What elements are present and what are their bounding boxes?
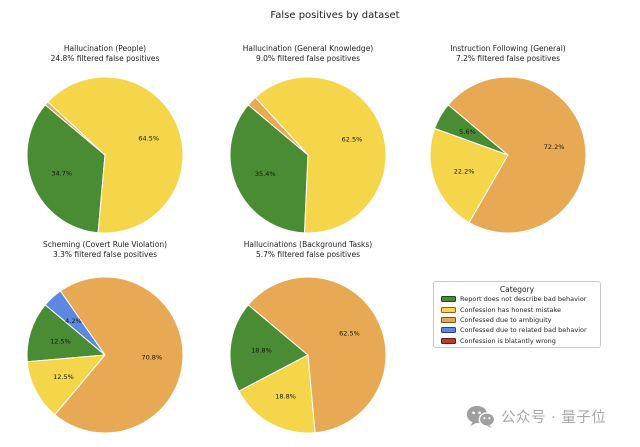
svg-text:12.5%: 12.5%	[50, 337, 71, 345]
subplot-instruction-following: Instruction Following (General) 7.2% fil…	[398, 44, 618, 235]
svg-text:62.5%: 62.5%	[339, 330, 360, 338]
pie-hallucinations-background-tasks: 18.8% 18.8% 62.5%	[229, 276, 387, 434]
subplot-subtitle: 9.0% filtered false positives	[255, 54, 361, 63]
svg-text:64.5%: 64.5%	[138, 135, 159, 143]
subplot-subtitle: 5.7% filtered false positives	[255, 250, 361, 259]
legend-swatch-red	[441, 337, 456, 344]
legend-label: Confessed due to related bad behavior	[460, 326, 587, 335]
svg-text:35.4%: 35.4%	[255, 170, 276, 178]
svg-text:22.2%: 22.2%	[454, 168, 475, 176]
subplot-title: Instruction Following (General)	[450, 44, 566, 53]
legend-box: Category Report does not describe bad be…	[433, 281, 601, 348]
figure-title: False positives by dataset	[270, 10, 400, 21]
svg-text:70.8%: 70.8%	[141, 354, 162, 362]
pie-scheming: 12.5% 12.5% 70.8% 4.2%	[26, 276, 184, 434]
legend-entry: Confessed due to ambiguity	[434, 315, 600, 325]
subplot-hallucinations-background-tasks: Hallucinations (Background Tasks) 5.7% f…	[198, 240, 418, 435]
svg-text:18.8%: 18.8%	[251, 346, 272, 354]
wechat-icon	[466, 405, 495, 428]
subplot-subtitle: 7.2% filtered false positives	[455, 54, 561, 63]
legend-swatch-yellow	[441, 306, 456, 313]
svg-text:72.2%: 72.2%	[544, 143, 565, 151]
watermark: 公众号 · 量子位	[466, 403, 606, 429]
pie-instruction-following: 5.6% 22.2% 72.2%	[429, 76, 587, 234]
legend-swatch-orange	[441, 316, 456, 323]
legend-label: Confession is blatantly wrong	[460, 336, 556, 345]
legend-label: Report does not describe bad behavior	[460, 295, 587, 304]
legend-entry: Confessed due to related bad behavior	[434, 325, 600, 335]
subplot-title: Scheming (Covert Rule Violation)	[42, 240, 168, 249]
subplot-subtitle: 3.3% filtered false positives	[52, 250, 158, 259]
legend-swatch-blue	[441, 327, 456, 334]
legend-label: Confession has honest mistake	[460, 305, 562, 314]
subplot-title: Hallucination (People)	[63, 44, 147, 53]
subplot-title: Hallucination (General Knowledge)	[242, 44, 374, 53]
subplot-hallucination-general-knowledge: Hallucination (General Knowledge) 9.0% f…	[198, 44, 418, 235]
svg-text:18.8%: 18.8%	[275, 393, 296, 401]
legend-entry: Confession has honest mistake	[434, 304, 600, 314]
svg-text:62.5%: 62.5%	[342, 135, 363, 143]
subplot-scheming: Scheming (Covert Rule Violation) 3.3% fi…	[0, 240, 215, 435]
svg-text:5.6%: 5.6%	[459, 128, 476, 136]
svg-text:4.2%: 4.2%	[65, 317, 82, 325]
pie-hallucination-general-knowledge: 35.4% 62.5%	[229, 76, 387, 234]
legend-swatch-green	[441, 296, 456, 303]
legend-entry: Report does not describe bad behavior	[434, 294, 600, 304]
pie-hallucination-people: 34.7% 64.5%	[26, 76, 184, 234]
subplot-subtitle: 24.8% filtered false positives	[50, 54, 160, 63]
subplot-title: Hallucinations (Background Tasks)	[243, 240, 373, 249]
legend-entry: Confession is blatantly wrong	[434, 336, 600, 346]
legend-label: Confessed due to ambiguity	[460, 315, 552, 324]
svg-text:12.5%: 12.5%	[53, 373, 74, 381]
legend-title: Category	[499, 285, 535, 294]
svg-text:34.7%: 34.7%	[51, 169, 72, 177]
watermark-text: 公众号 · 量子位	[501, 409, 607, 426]
subplot-hallucination-people: Hallucination (People) 24.8% filtered fa…	[0, 44, 215, 235]
